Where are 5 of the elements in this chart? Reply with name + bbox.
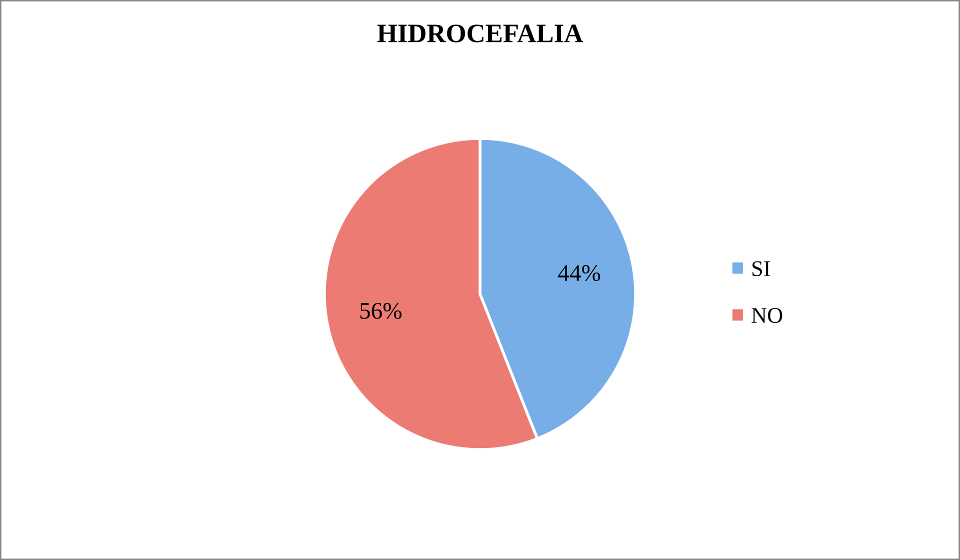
data-label: 44% bbox=[558, 265, 600, 282]
data-label: 56% bbox=[360, 302, 402, 319]
chart-title: HIDROCEFALIA bbox=[377, 24, 583, 42]
legend-label: SI bbox=[752, 261, 770, 276]
legend-label: NO bbox=[752, 308, 782, 323]
